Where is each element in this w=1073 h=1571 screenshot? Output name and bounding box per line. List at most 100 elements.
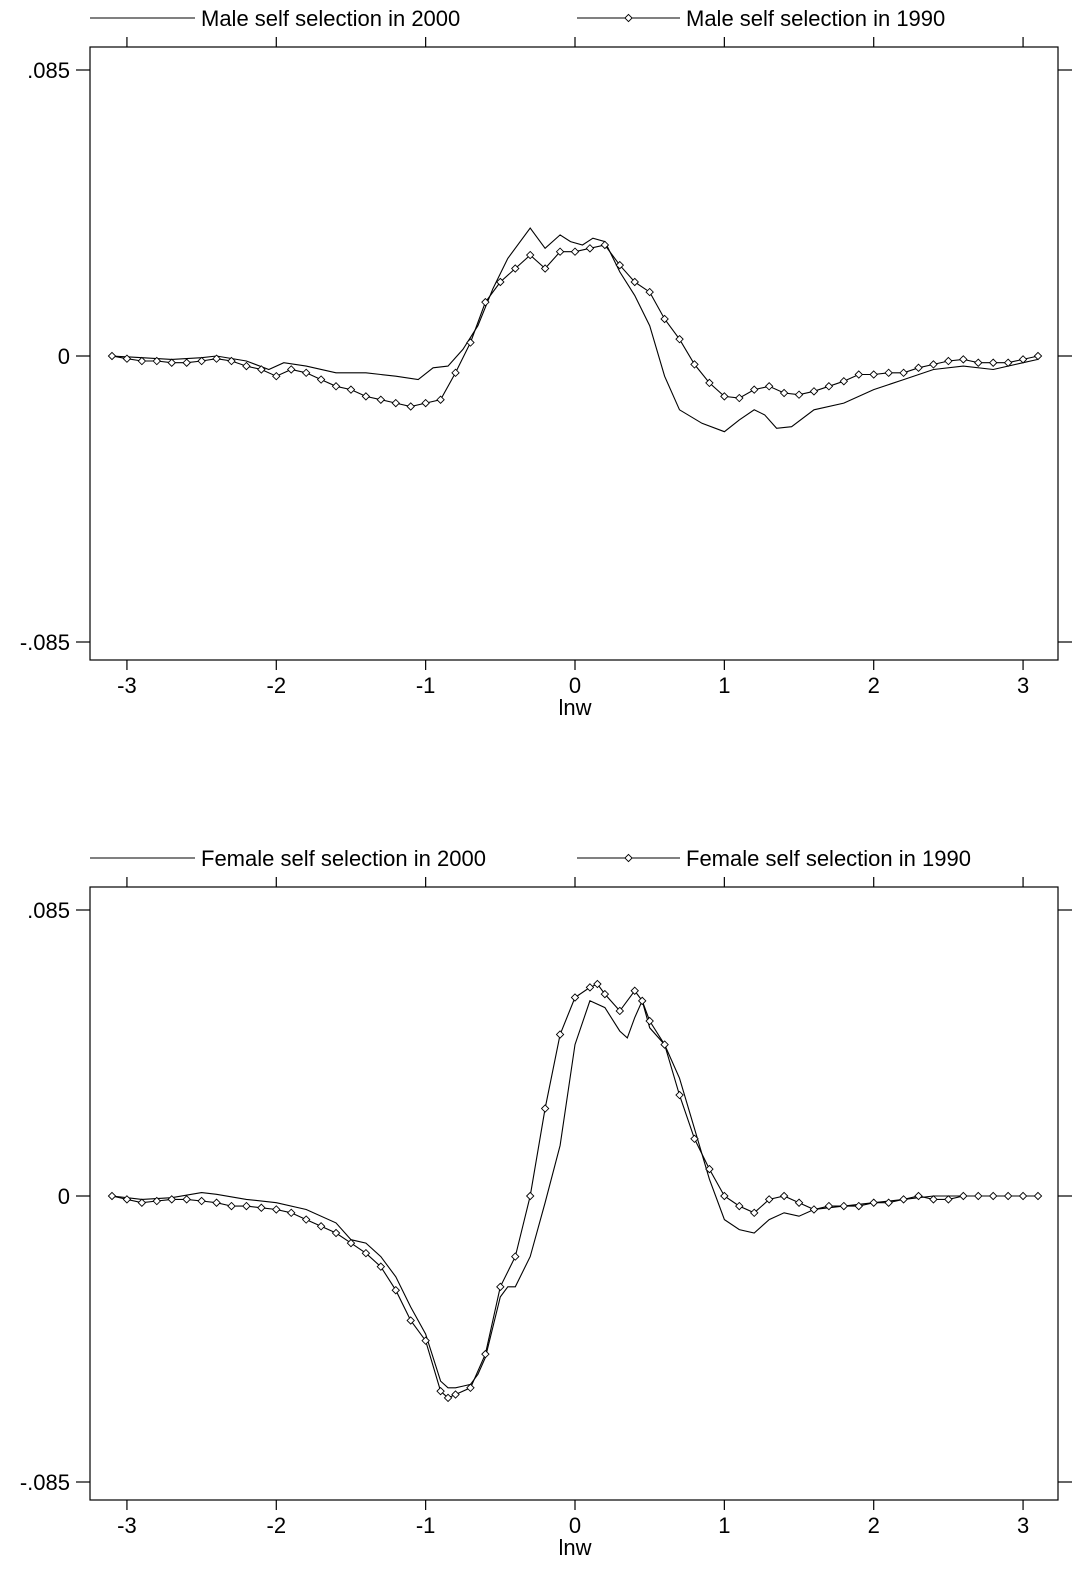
data-point xyxy=(525,1191,535,1201)
x-tick-label: 1 xyxy=(718,1513,730,1538)
data-point xyxy=(869,370,878,379)
data-point xyxy=(988,358,998,367)
data-point xyxy=(286,365,296,374)
data-point xyxy=(764,1195,774,1204)
data-point xyxy=(1033,1191,1043,1201)
data-point xyxy=(615,260,625,270)
data-point xyxy=(496,277,505,287)
x-tick-label: -2 xyxy=(267,1513,287,1538)
data-point xyxy=(884,1198,893,1207)
x-tick-label: 0 xyxy=(569,1513,581,1538)
data-point xyxy=(436,395,445,404)
data-point xyxy=(630,277,639,287)
data-point xyxy=(316,375,326,384)
data-point xyxy=(525,250,535,260)
data-point xyxy=(959,1191,968,1201)
data-point xyxy=(272,1205,281,1214)
data-point xyxy=(854,370,864,379)
data-point xyxy=(197,1196,206,1206)
data-point xyxy=(443,1393,453,1403)
x-tick-label: 3 xyxy=(1017,673,1029,698)
y-tick-label: 0 xyxy=(58,344,70,369)
data-point xyxy=(988,1191,998,1201)
data-point xyxy=(914,363,923,373)
data-point xyxy=(152,356,162,366)
data-point xyxy=(391,398,401,408)
data-point xyxy=(959,355,968,364)
data-point xyxy=(735,1201,744,1211)
data-point xyxy=(749,385,759,394)
data-point xyxy=(749,1208,759,1218)
data-point xyxy=(227,1201,236,1211)
y-tick-label: 0 xyxy=(58,1184,70,1209)
data-point xyxy=(824,1201,834,1211)
data-point xyxy=(555,247,565,256)
data-point xyxy=(167,358,176,367)
x-tick-label: 0 xyxy=(569,673,581,698)
legend-marker xyxy=(624,853,633,863)
data-point xyxy=(451,1390,460,1399)
data-point xyxy=(675,1090,684,1100)
data-point xyxy=(511,264,520,273)
data-point xyxy=(376,395,386,404)
data-point xyxy=(974,358,983,367)
y-tick-label: -.085 xyxy=(20,630,70,655)
data-point xyxy=(406,1316,415,1325)
data-point xyxy=(720,1191,729,1201)
data-point xyxy=(481,1349,490,1359)
data-point xyxy=(152,1196,162,1206)
series-line-0 xyxy=(111,227,1039,433)
data-point xyxy=(630,986,639,995)
data-point xyxy=(540,264,550,273)
data-point xyxy=(899,1195,908,1204)
data-point xyxy=(1033,351,1043,361)
data-point xyxy=(212,354,221,363)
data-point xyxy=(301,1215,311,1224)
x-tick-label: 3 xyxy=(1017,1513,1029,1538)
data-point xyxy=(107,351,117,361)
x-axis-label: lnw xyxy=(558,1535,591,1560)
data-point xyxy=(1003,1191,1013,1201)
data-point xyxy=(511,1252,520,1261)
data-point xyxy=(929,360,938,369)
data-point xyxy=(481,297,490,307)
data-point xyxy=(167,1195,176,1204)
data-point xyxy=(839,376,849,386)
x-tick-label: -3 xyxy=(117,673,137,698)
series-line-1 xyxy=(111,244,1039,408)
data-point xyxy=(824,382,834,391)
plot-frame xyxy=(89,886,1059,1501)
data-point xyxy=(301,368,311,378)
data-point xyxy=(794,1198,804,1207)
data-point xyxy=(466,1383,475,1393)
x-tick-label: -3 xyxy=(117,1513,137,1538)
data-point xyxy=(600,240,610,250)
data-point xyxy=(645,287,654,297)
data-point xyxy=(346,385,356,394)
data-point xyxy=(361,1248,371,1258)
x-tick-label: 2 xyxy=(868,1513,880,1538)
data-point xyxy=(406,402,415,411)
data-point xyxy=(705,378,714,388)
data-point xyxy=(645,1016,654,1026)
data-point xyxy=(839,1201,849,1211)
data-point xyxy=(212,1198,221,1207)
data-point xyxy=(286,1208,296,1218)
legend-label-1: Male self selection in 1990 xyxy=(686,6,945,31)
legend-marker xyxy=(624,13,633,23)
data-point xyxy=(540,1104,550,1113)
plot-frame xyxy=(89,46,1059,661)
data-point xyxy=(615,1006,625,1016)
data-point xyxy=(376,1262,386,1271)
data-point xyxy=(272,371,281,381)
data-point xyxy=(1003,358,1013,367)
data-point xyxy=(869,1198,878,1207)
data-point xyxy=(436,1386,445,1396)
data-point xyxy=(944,356,953,366)
male-self-selection-panel: -3 -2 -1 0 1 2 3 lnw .085 0 -.085 Male self selecti… xyxy=(20,6,1072,720)
x-tick-label: -1 xyxy=(416,1513,436,1538)
x-tick-label: 2 xyxy=(868,673,880,698)
data-point xyxy=(197,356,206,366)
data-point xyxy=(346,1238,356,1248)
data-point xyxy=(593,979,602,989)
